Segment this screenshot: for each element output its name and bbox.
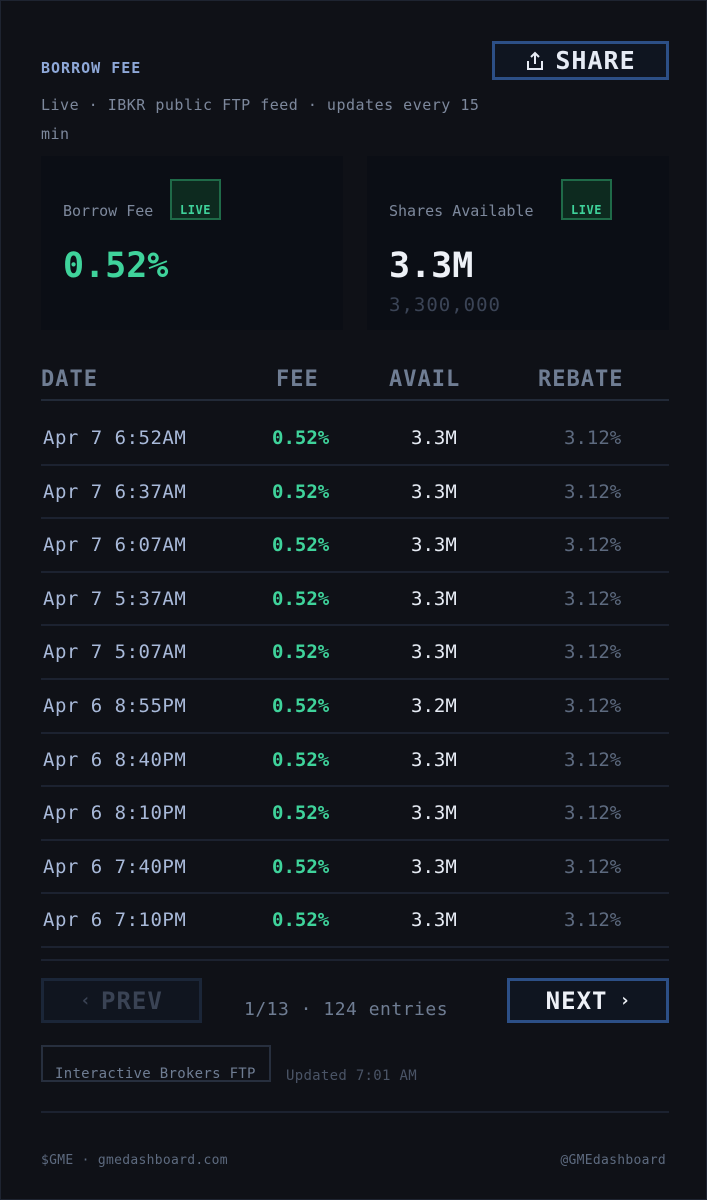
cell-date: Apr 7 6:52AM bbox=[43, 427, 187, 449]
cell-date: Apr 6 8:40PM bbox=[43, 748, 187, 771]
cell-date: Apr 7 5:07AM bbox=[43, 641, 187, 664]
cell-rebate: 3.12% bbox=[564, 480, 622, 503]
cell-date: Apr 6 7:10PM bbox=[43, 909, 187, 932]
borrow-fee-table: Apr 7 6:52AM 0.52% 3.3M 3.12% Apr 7 6:37AM 0.… bbox=[41, 412, 669, 948]
cell-rebate: 3.12% bbox=[564, 802, 622, 825]
table-header: DATE FEE AVAIL REBATE bbox=[41, 367, 669, 401]
cell-avail: 3.3M bbox=[411, 587, 457, 610]
cell-fee: 0.52% bbox=[272, 909, 330, 932]
borrow-fee-label: Borrow Fee bbox=[63, 202, 154, 220]
shares-available-exact: 3,300,000 bbox=[389, 294, 501, 316]
cell-avail: 3.2M bbox=[411, 694, 457, 717]
column-header-rebate: REBATE bbox=[538, 367, 624, 392]
cell-avail: 3.3M bbox=[411, 802, 457, 825]
cell-fee: 0.52% bbox=[272, 802, 330, 825]
footer-handle: @GMEdashboard bbox=[560, 1153, 666, 1168]
cell-rebate: 3.12% bbox=[564, 534, 622, 557]
cell-avail: 3.3M bbox=[411, 641, 457, 664]
cell-fee: 0.52% bbox=[272, 641, 330, 664]
cell-avail: 3.3M bbox=[411, 909, 457, 932]
updated-timestamp: Updated 7:01 AM bbox=[286, 1068, 417, 1084]
table-row: Apr 7 6:07AM 0.52% 3.3M 3.12% bbox=[41, 519, 669, 573]
cell-rebate: 3.12% bbox=[564, 694, 622, 717]
chevron-left-icon: ‹ bbox=[80, 990, 92, 1011]
cell-date: Apr 7 6:37AM bbox=[43, 480, 187, 503]
cell-fee: 0.52% bbox=[272, 855, 330, 878]
footer-site: $GME · gmedashboard.com bbox=[41, 1153, 228, 1168]
cell-rebate: 3.12% bbox=[564, 909, 622, 932]
column-header-date: DATE bbox=[41, 367, 98, 392]
table-row: Apr 7 5:07AM 0.52% 3.3M 3.12% bbox=[41, 626, 669, 680]
cell-fee: 0.52% bbox=[272, 587, 330, 610]
table-row: Apr 7 6:52AM 0.52% 3.3M 3.12% bbox=[41, 412, 669, 466]
table-row: Apr 7 5:37AM 0.52% 3.3M 3.12% bbox=[41, 573, 669, 627]
share-icon bbox=[525, 50, 545, 72]
page-info: 1/13 · 124 entries bbox=[244, 999, 449, 1020]
cell-avail: 3.3M bbox=[411, 480, 457, 503]
page-subtitle: Live · IBKR public FTP feed · updates ev… bbox=[41, 96, 480, 143]
footer-divider bbox=[41, 1111, 669, 1113]
cell-rebate: 3.12% bbox=[564, 587, 622, 610]
cell-date: Apr 6 7:40PM bbox=[43, 855, 187, 878]
cell-avail: 3.3M bbox=[411, 534, 457, 557]
next-label: NEXT bbox=[545, 986, 608, 1015]
page-title: BORROW FEE bbox=[41, 59, 142, 77]
table-row: Apr 6 8:10PM 0.52% 3.3M 3.12% bbox=[41, 787, 669, 841]
cell-rebate: 3.12% bbox=[564, 641, 622, 664]
cell-avail: 3.3M bbox=[411, 855, 457, 878]
prev-label: PREV bbox=[101, 986, 163, 1015]
column-header-fee: FEE bbox=[276, 367, 319, 392]
shares-available-label: Shares Available bbox=[389, 202, 534, 220]
cell-fee: 0.52% bbox=[272, 694, 330, 717]
cell-fee: 0.52% bbox=[272, 427, 330, 449]
cell-date: Apr 6 8:55PM bbox=[43, 694, 187, 717]
cell-fee: 0.52% bbox=[272, 480, 330, 503]
cell-date: Apr 7 5:37AM bbox=[43, 587, 187, 610]
cell-date: Apr 7 6:07AM bbox=[43, 534, 187, 557]
cell-rebate: 3.12% bbox=[564, 427, 622, 449]
chevron-right-icon: › bbox=[619, 990, 631, 1011]
cell-rebate: 3.12% bbox=[564, 748, 622, 771]
cell-fee: 0.52% bbox=[272, 534, 330, 557]
source-badge: Interactive Brokers FTP bbox=[41, 1045, 271, 1082]
table-row: Apr 6 8:40PM 0.52% 3.3M 3.12% bbox=[41, 734, 669, 788]
share-button[interactable]: SHARE bbox=[492, 41, 669, 80]
cell-fee: 0.52% bbox=[272, 748, 330, 771]
pagination: ‹ PREV 1/13 · 124 entries NEXT › bbox=[41, 959, 669, 1029]
column-header-avail: AVAIL bbox=[389, 367, 461, 392]
shares-available-value: 3.3M bbox=[389, 246, 474, 286]
prev-button[interactable]: ‹ PREV bbox=[41, 978, 202, 1023]
table-row: Apr 7 6:37AM 0.52% 3.3M 3.12% bbox=[41, 466, 669, 520]
cell-avail: 3.3M bbox=[411, 427, 457, 449]
live-badge: LIVE bbox=[561, 179, 612, 220]
cell-avail: 3.3M bbox=[411, 748, 457, 771]
cell-rebate: 3.12% bbox=[564, 855, 622, 878]
cell-date: Apr 6 8:10PM bbox=[43, 802, 187, 825]
live-badge: LIVE bbox=[170, 179, 221, 220]
share-label: SHARE bbox=[555, 46, 636, 75]
table-row: Apr 6 7:10PM 0.52% 3.3M 3.12% bbox=[41, 894, 669, 948]
borrow-fee-value: 0.52% bbox=[63, 246, 169, 286]
next-button[interactable]: NEXT › bbox=[507, 978, 669, 1023]
shares-available-card: Shares Available LIVE 3.3M 3,300,000 bbox=[367, 156, 669, 330]
table-row: Apr 6 8:55PM 0.52% 3.2M 3.12% bbox=[41, 680, 669, 734]
borrow-fee-card: Borrow Fee LIVE 0.52% bbox=[41, 156, 343, 330]
table-row: Apr 6 7:40PM 0.52% 3.3M 3.12% bbox=[41, 841, 669, 895]
